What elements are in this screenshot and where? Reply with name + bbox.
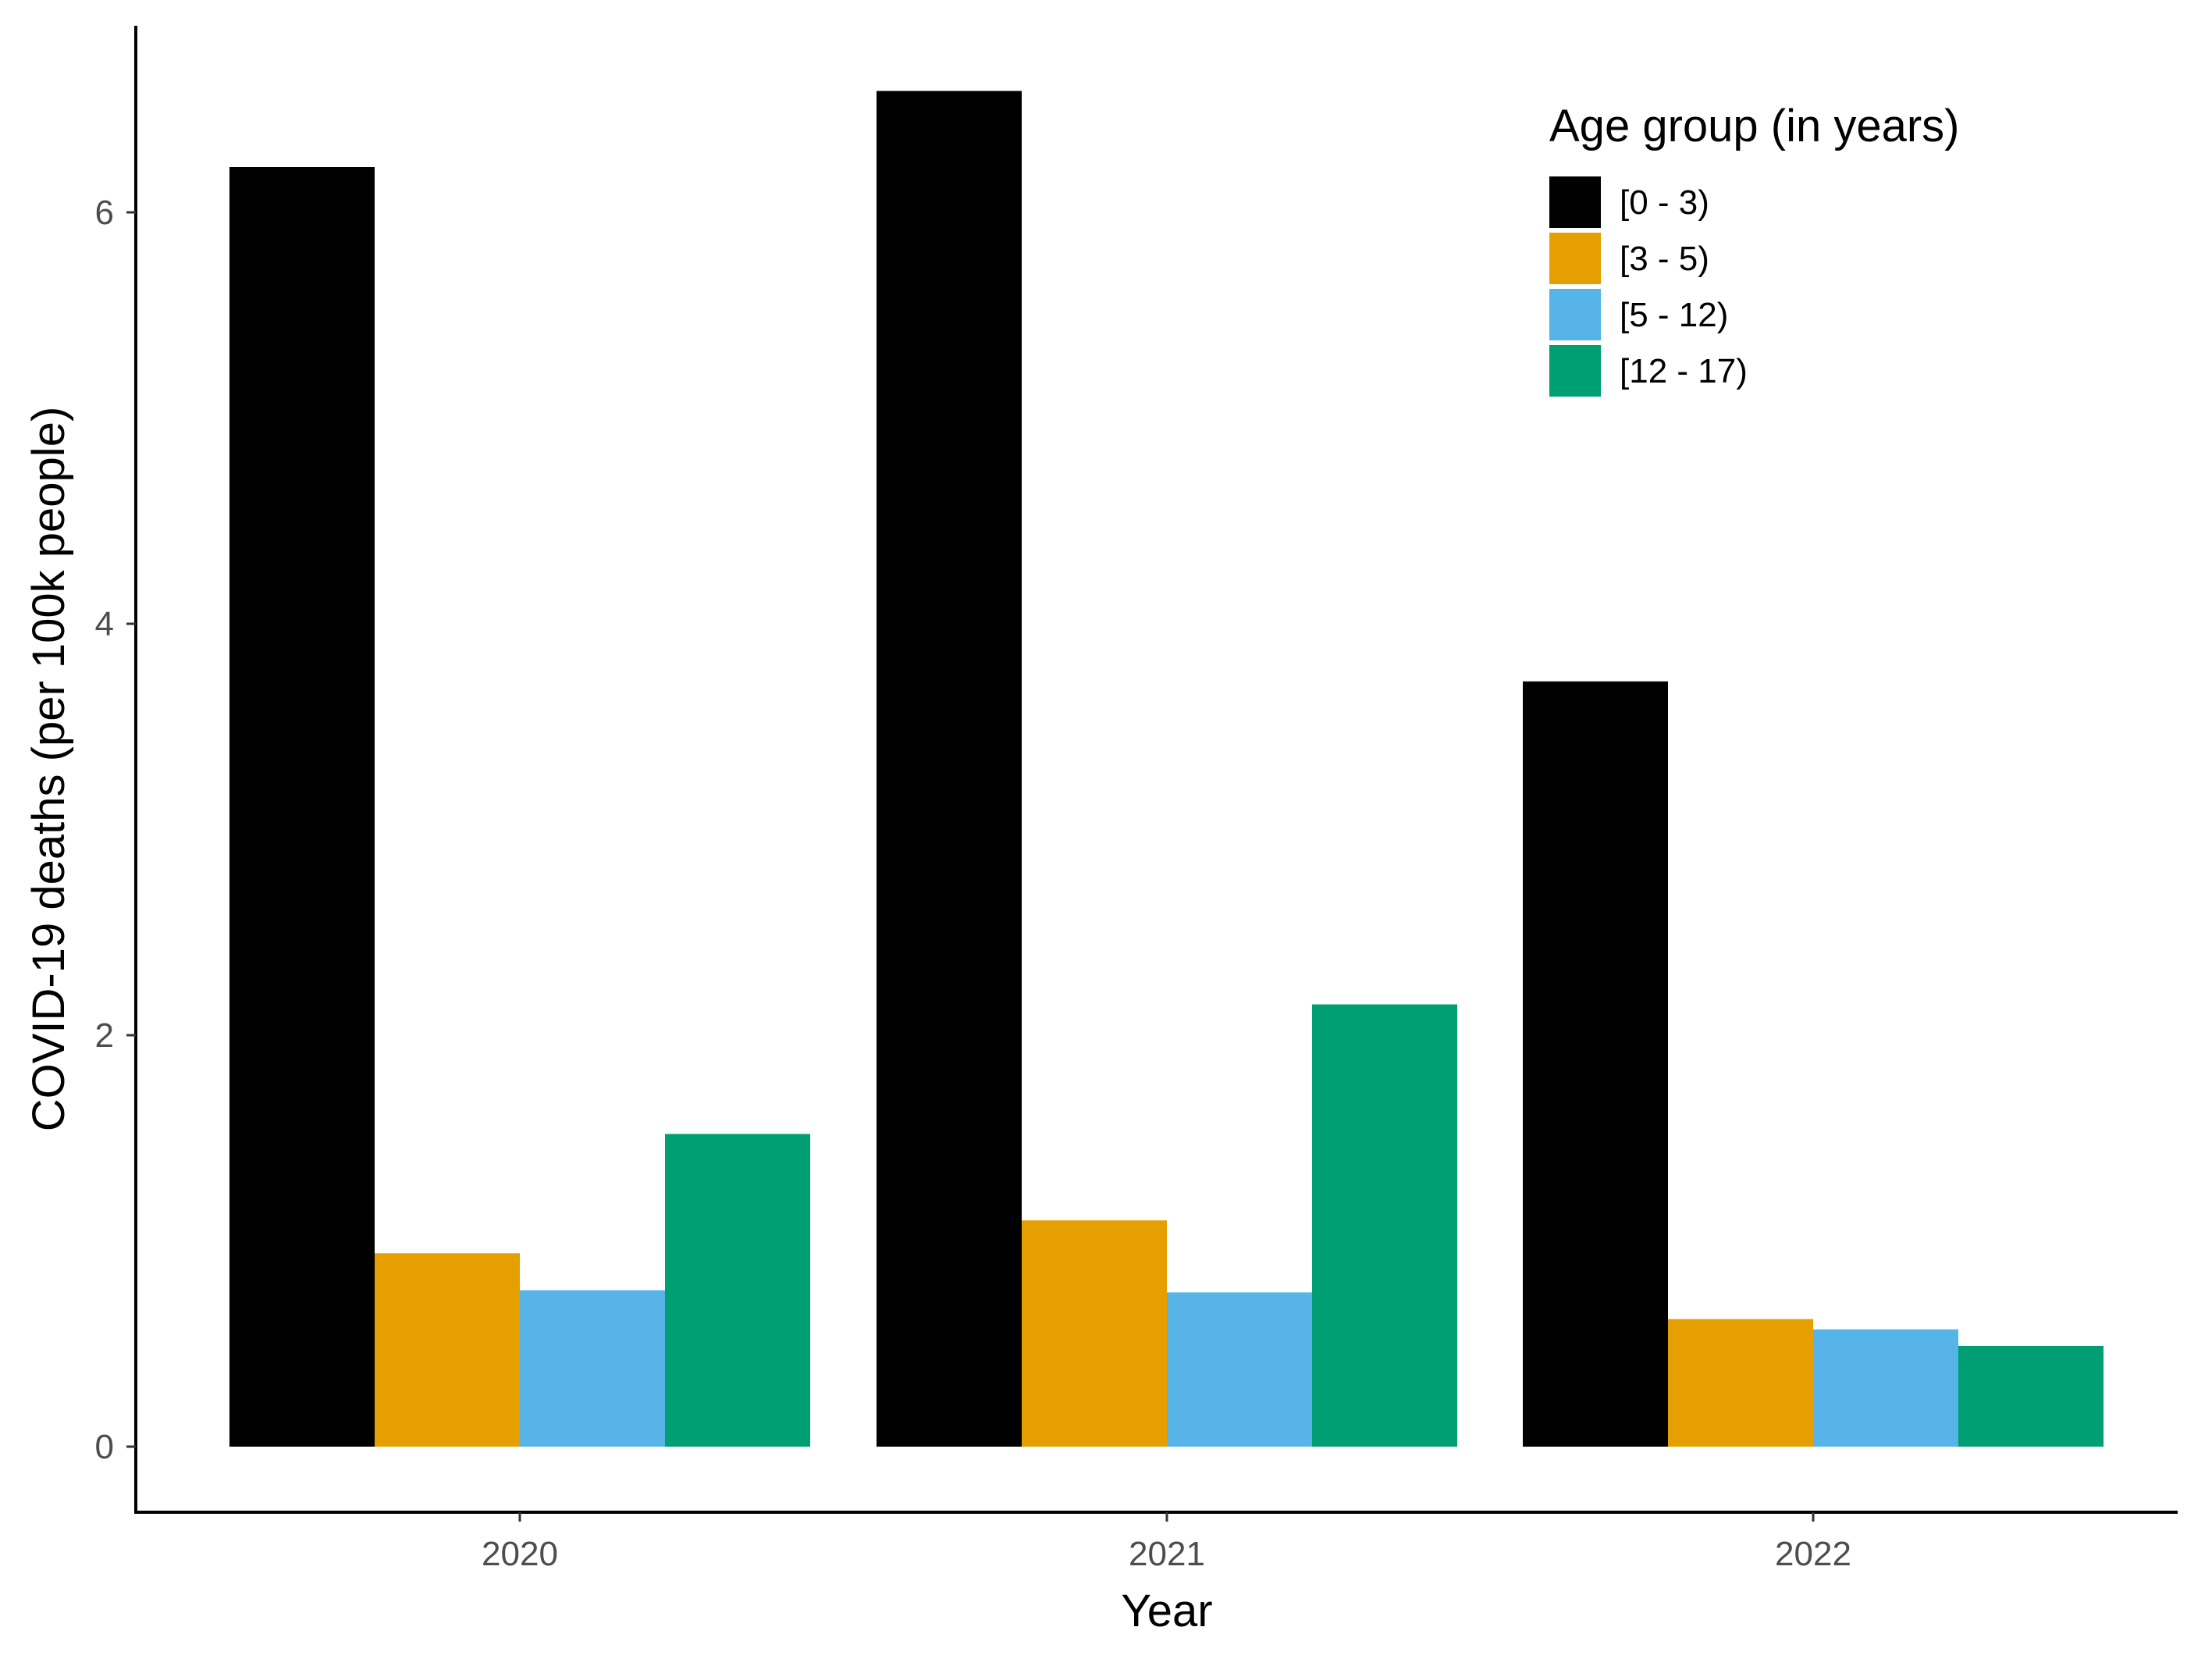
x-tick-label: 2020	[482, 1535, 558, 1573]
y-tick-label: 2	[95, 1016, 114, 1055]
x-tick-label: 2021	[1129, 1535, 1205, 1573]
y-tick-label: 6	[95, 194, 114, 232]
bar-2020-series-1	[229, 167, 375, 1447]
legend: Age group (in years) [0 - 3) [3 - 5) [5 - …	[1549, 101, 1959, 397]
x-ticks: 2020 2021 2022	[482, 1512, 1851, 1573]
legend-label: [5 - 12)	[1620, 296, 1728, 334]
bar-2022-series-3	[1813, 1329, 1958, 1447]
y-axis-title: COVID-19 deaths (per 100k people)	[23, 407, 74, 1132]
legend-label: [3 - 5)	[1620, 240, 1709, 278]
bars-group	[229, 91, 2104, 1447]
legend-items: [0 - 3) [3 - 5) [5 - 12) [12 - 17)	[1549, 176, 1748, 397]
bar-2021-series-4	[1312, 1004, 1457, 1447]
legend-key	[1549, 345, 1601, 397]
bar-2021-series-2	[1022, 1220, 1167, 1447]
bar-2020-series-3	[520, 1290, 665, 1447]
bar-2022-series-1	[1523, 681, 1668, 1447]
bar-2021-series-3	[1167, 1292, 1312, 1447]
legend-key	[1549, 289, 1601, 340]
legend-label: [12 - 17)	[1620, 352, 1748, 390]
legend-key	[1549, 233, 1601, 284]
bar-2022-series-2	[1668, 1319, 1813, 1447]
x-axis-title: Year	[1121, 1586, 1212, 1636]
bar-2021-series-1	[877, 91, 1022, 1447]
legend-title: Age group (in years)	[1549, 101, 1959, 151]
bar-2020-series-2	[375, 1253, 520, 1447]
legend-key	[1549, 176, 1601, 228]
legend-label: [0 - 3)	[1620, 183, 1709, 222]
x-tick-label: 2022	[1775, 1535, 1851, 1573]
y-tick-label: 4	[95, 605, 114, 643]
y-tick-label: 0	[95, 1428, 114, 1466]
y-ticks: 0 2 4 6	[95, 194, 136, 1466]
axes	[134, 26, 2178, 1514]
bar-2020-series-4	[665, 1134, 810, 1447]
bar-2022-series-4	[1958, 1345, 2104, 1447]
